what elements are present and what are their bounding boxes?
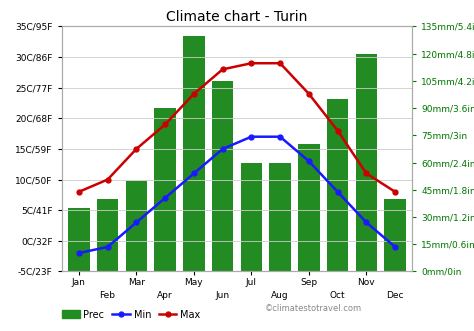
Max bbox=[306, 92, 312, 96]
Line: Max: Max bbox=[76, 61, 398, 194]
Bar bbox=[356, 54, 377, 271]
Min bbox=[306, 159, 312, 163]
Max bbox=[162, 122, 168, 126]
Max bbox=[248, 61, 254, 65]
Text: ©climatestotravel.com: ©climatestotravel.com bbox=[265, 305, 362, 313]
Max bbox=[277, 61, 283, 65]
Min bbox=[364, 220, 369, 224]
Max bbox=[105, 177, 110, 181]
Text: Apr: Apr bbox=[157, 291, 173, 300]
Bar bbox=[212, 81, 233, 271]
Bar bbox=[97, 199, 118, 271]
Min bbox=[392, 245, 398, 249]
Min bbox=[76, 251, 82, 255]
Max bbox=[335, 128, 340, 132]
Text: Aug: Aug bbox=[271, 291, 289, 300]
Text: Feb: Feb bbox=[100, 291, 116, 300]
Bar bbox=[183, 35, 205, 271]
Bar bbox=[241, 163, 262, 271]
Bar bbox=[126, 181, 147, 271]
Min bbox=[105, 245, 110, 249]
Title: Climate chart - Turin: Climate chart - Turin bbox=[166, 10, 308, 24]
Text: Oct: Oct bbox=[330, 291, 346, 300]
Max bbox=[392, 190, 398, 194]
Max bbox=[76, 190, 82, 194]
Legend: Prec, Min, Max: Prec, Min, Max bbox=[58, 306, 204, 323]
Bar bbox=[155, 108, 176, 271]
Max bbox=[364, 171, 369, 175]
Max bbox=[191, 92, 197, 96]
Min bbox=[248, 135, 254, 139]
Bar bbox=[269, 163, 291, 271]
Min bbox=[162, 196, 168, 200]
Max bbox=[220, 67, 226, 71]
Max bbox=[134, 147, 139, 151]
Text: Jun: Jun bbox=[216, 291, 230, 300]
Bar bbox=[327, 99, 348, 271]
Bar bbox=[298, 144, 319, 271]
Min bbox=[277, 135, 283, 139]
Min bbox=[335, 190, 340, 194]
Bar bbox=[68, 208, 90, 271]
Text: Dec: Dec bbox=[386, 291, 404, 300]
Min bbox=[134, 220, 139, 224]
Line: Min: Min bbox=[76, 134, 398, 256]
Min bbox=[220, 147, 226, 151]
Min bbox=[191, 171, 197, 175]
Bar bbox=[384, 199, 406, 271]
